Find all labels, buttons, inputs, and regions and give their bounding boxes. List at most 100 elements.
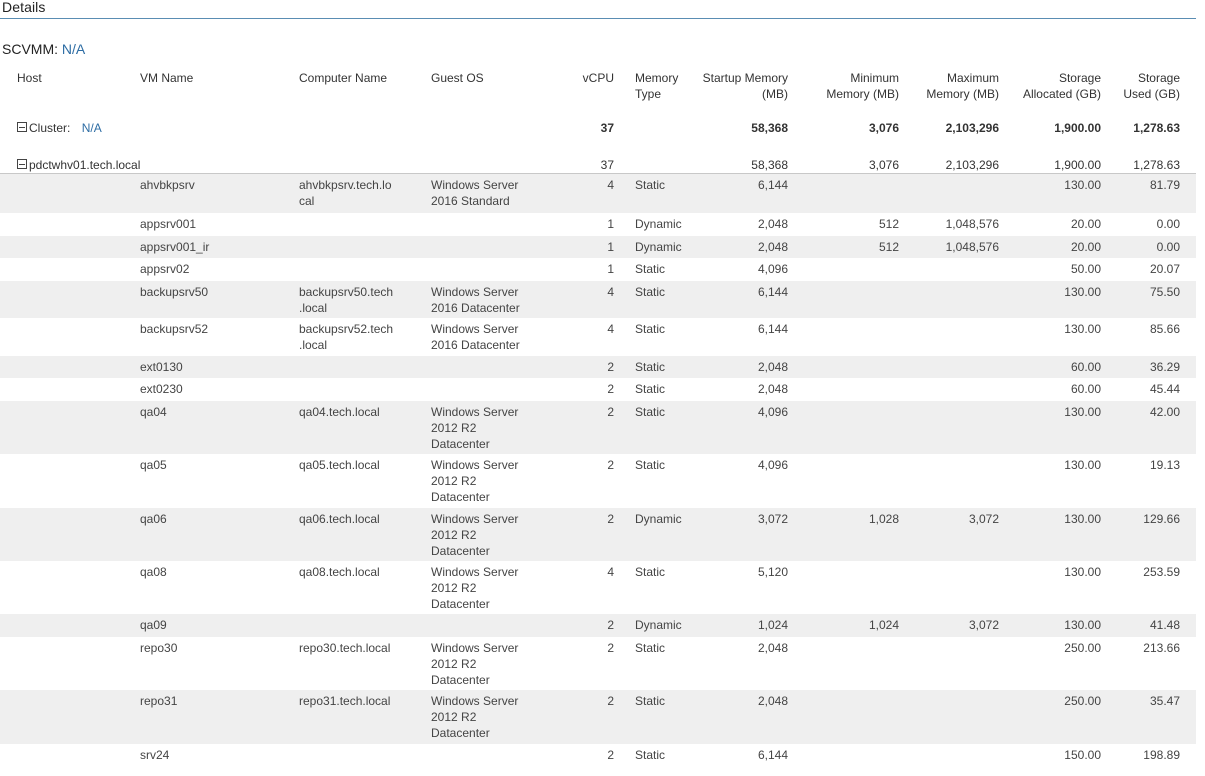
cell-storage-allocated: 130.00 xyxy=(1064,565,1101,579)
col-header-host[interactable]: Host xyxy=(17,71,42,85)
table-row[interactable]: qa09 2 Dynamic 1,024 1,024 3,072 130.00 41.48 xyxy=(0,614,1196,637)
collapse-icon[interactable] xyxy=(17,122,27,132)
table-row[interactable]: appsrv001 1 Dynamic 2,048 512 1,048,576 20.00 0… xyxy=(0,213,1196,236)
cell-storage-allocated: 250.00 xyxy=(1064,641,1101,655)
cell-storage-used: 129.66 xyxy=(1143,512,1180,526)
cell-vcpu: 1 xyxy=(607,262,614,276)
col-header-memory-type[interactable]: Memory Type xyxy=(635,71,679,101)
table-row[interactable]: backupsrv52 backupsrv52.tech .local Window… xyxy=(0,318,1196,356)
col-header-vm-name[interactable]: VM Name xyxy=(140,71,194,85)
cell-computer-name: qa05.tech.local xyxy=(299,458,380,472)
cell-startup-memory: 4,096 xyxy=(757,405,788,419)
col-header-storage-used[interactable]: Storage Used (GB) xyxy=(1123,71,1180,101)
cell-computer-name: qa06.tech.local xyxy=(299,512,380,526)
host-divider xyxy=(0,173,1196,174)
col-header-startup-memory[interactable]: Startup Memory (MB) xyxy=(702,71,788,101)
cell-vm-name: ahvbkpsrv xyxy=(140,178,195,192)
cell-startup-memory: 2,048 xyxy=(757,240,788,254)
cell-storage-used: 41.48 xyxy=(1149,618,1180,632)
cell-vcpu: 4 xyxy=(607,322,614,336)
cell-startup-memory: 5,120 xyxy=(757,565,788,579)
collapse-icon[interactable] xyxy=(17,159,27,169)
col-header-vcpu[interactable]: vCPU xyxy=(582,71,614,85)
cell-computer-name: qa08.tech.local xyxy=(299,565,380,579)
scvmm-label: SCVMM: xyxy=(2,41,58,57)
cell-vcpu: 4 xyxy=(607,565,614,579)
cell-vm-name: qa06 xyxy=(140,512,167,526)
cell-minimum-memory: 512 xyxy=(878,240,899,254)
cell-guest-os: Windows Server 2012 R2 Datacenter xyxy=(431,694,519,740)
cell-storage-allocated: 60.00 xyxy=(1070,382,1101,396)
cell-startup-memory: 2,048 xyxy=(757,217,788,231)
cell-computer-name: repo30.tech.local xyxy=(299,641,391,655)
cell-startup-memory: 4,096 xyxy=(757,262,788,276)
cell-startup-memory: 4,096 xyxy=(757,458,788,472)
col-header-storage-allocated[interactable]: Storage Allocated (GB) xyxy=(1022,71,1101,101)
cell-startup-memory: 2,048 xyxy=(757,694,788,708)
cell-storage-allocated: 130.00 xyxy=(1064,512,1101,526)
cell-guest-os: Windows Server 2016 Standard xyxy=(431,178,519,208)
table-row[interactable]: ahvbkpsrv ahvbkpsrv.tech.lo cal Windows Se… xyxy=(0,174,1196,213)
host-name: pdctwhv01.tech.local xyxy=(29,158,141,172)
cell-vcpu: 4 xyxy=(607,285,614,299)
table-row[interactable]: qa08 qa08.tech.local Windows Server 2012 R… xyxy=(0,561,1196,614)
cell-guest-os: Windows Server 2012 R2 Datacenter xyxy=(431,512,519,558)
host-vcpu: 37 xyxy=(600,158,614,172)
cell-vcpu: 2 xyxy=(607,748,614,762)
cluster-cell: Cluster: N/A xyxy=(17,120,102,136)
cell-startup-memory: 6,144 xyxy=(757,322,788,336)
cell-vcpu: 2 xyxy=(607,405,614,419)
table-row[interactable]: srv24 2 Static 6,144 150.00 198.89 xyxy=(0,744,1196,776)
table-row[interactable]: repo31 repo31.tech.local Windows Server 20… xyxy=(0,690,1196,744)
table-row[interactable]: repo30 repo30.tech.local Windows Server 20… xyxy=(0,637,1196,690)
cell-vcpu: 2 xyxy=(607,694,614,708)
table-row[interactable]: qa05 qa05.tech.local Windows Server 2012 R… xyxy=(0,454,1196,508)
cell-vcpu: 1 xyxy=(607,217,614,231)
cell-memory-type: Static xyxy=(635,565,666,579)
cell-memory-type: Static xyxy=(635,178,666,192)
table-row[interactable]: appsrv02 1 Static 4,096 50.00 20.07 xyxy=(0,258,1196,281)
cell-vm-name: backupsrv52 xyxy=(140,322,209,336)
cluster-row: Cluster: N/A 37 58,368 3,076 2,103,296 1… xyxy=(0,120,1196,136)
host-minimum-memory: 3,076 xyxy=(868,158,899,172)
cell-guest-os: Windows Server 2016 Datacenter xyxy=(431,322,520,352)
table-row[interactable]: qa04 qa04.tech.local Windows Server 2012 R… xyxy=(0,401,1196,454)
cell-vm-name: srv24 xyxy=(140,748,170,762)
table-row[interactable]: backupsrv50 backupsrv50.tech .local Window… xyxy=(0,281,1196,318)
cell-storage-used: 42.00 xyxy=(1149,405,1180,419)
cell-vm-name: backupsrv50 xyxy=(140,285,209,299)
cell-memory-type: Static xyxy=(635,458,666,472)
host-startup-memory: 58,368 xyxy=(751,158,788,172)
cell-startup-memory: 3,072 xyxy=(757,512,788,526)
host-storage-allocated: 1,900.00 xyxy=(1054,158,1101,172)
cell-vm-name: ext0130 xyxy=(140,360,183,374)
cell-guest-os: Windows Server 2012 R2 Datacenter xyxy=(431,405,519,451)
col-header-guest-os[interactable]: Guest OS xyxy=(431,71,484,85)
table-row[interactable]: appsrv001_ir 1 Dynamic 2,048 512 1,048,576 20.… xyxy=(0,236,1196,258)
host-cell: pdctwhv01.tech.local xyxy=(17,157,140,173)
table-row[interactable]: ext0230 2 Static 2,048 60.00 45.44 xyxy=(0,378,1196,401)
table-row[interactable]: qa06 qa06.tech.local Windows Server 2012 R… xyxy=(0,508,1196,561)
cell-memory-type: Static xyxy=(635,748,666,762)
cell-storage-used: 253.59 xyxy=(1143,565,1180,579)
cell-storage-allocated: 130.00 xyxy=(1064,458,1101,472)
cell-storage-allocated: 130.00 xyxy=(1064,618,1101,632)
cell-vm-name: repo31 xyxy=(140,694,178,708)
cell-vm-name: qa08 xyxy=(140,565,167,579)
cell-memory-type: Static xyxy=(635,262,666,276)
col-header-computer-name[interactable]: Computer Name xyxy=(299,71,388,85)
cell-vcpu: 2 xyxy=(607,360,614,374)
table-row[interactable]: ext0130 2 Static 2,048 60.00 36.29 xyxy=(0,356,1196,378)
cell-startup-memory: 6,144 xyxy=(757,748,788,762)
cell-vm-name: qa05 xyxy=(140,458,167,472)
cell-maximum-memory: 1,048,576 xyxy=(945,240,999,254)
cell-startup-memory: 6,144 xyxy=(757,285,788,299)
col-header-maximum-memory[interactable]: Maximum Memory (MB) xyxy=(926,71,999,101)
cell-memory-type: Dynamic xyxy=(635,217,682,231)
cluster-minimum-memory: 3,076 xyxy=(868,121,899,135)
cell-memory-type: Static xyxy=(635,285,666,299)
cell-vm-name: repo30 xyxy=(140,641,178,655)
col-header-minimum-memory[interactable]: Minimum Memory (MB) xyxy=(826,71,899,101)
cell-startup-memory: 6,144 xyxy=(757,178,788,192)
cell-guest-os: Windows Server 2012 R2 Datacenter xyxy=(431,458,519,504)
